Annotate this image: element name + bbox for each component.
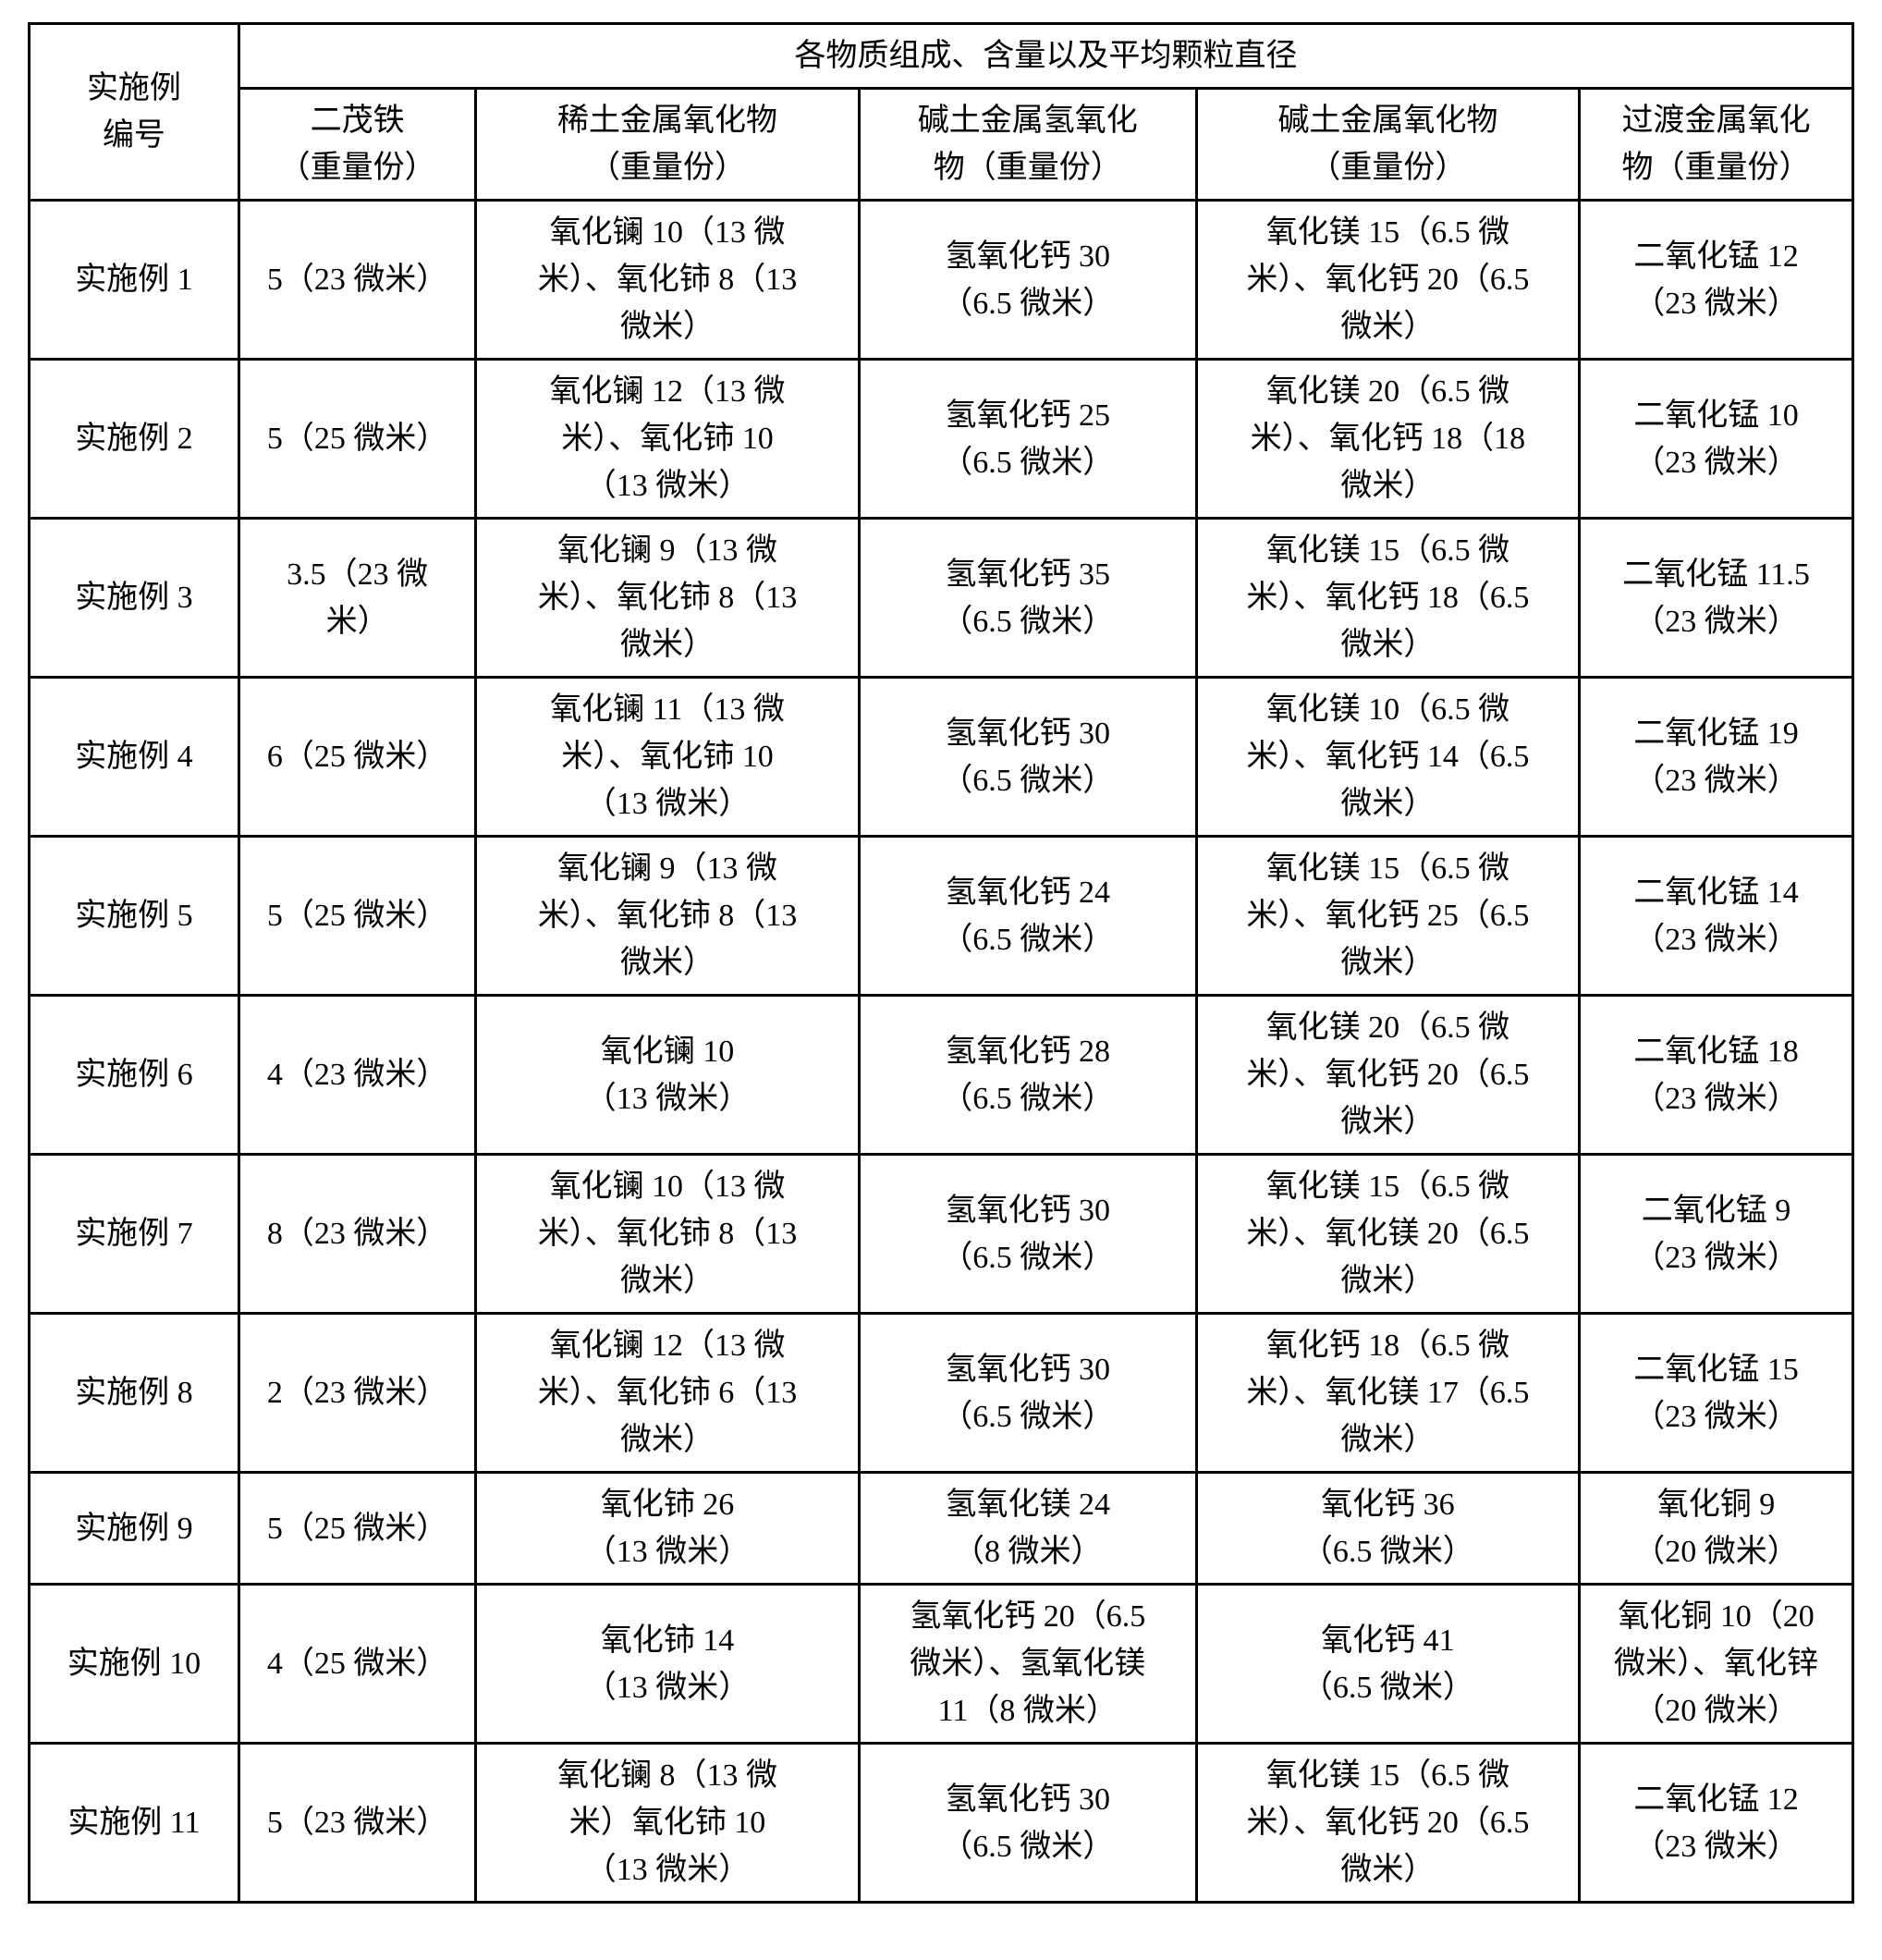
cell-transition-oxide: 二氧化锰 15（23 微米）: [1580, 1314, 1853, 1473]
table-row: 实施例 104（25 微米）氧化铈 14（13 微米）氢氧化钙 20（6.5微米…: [30, 1585, 1853, 1744]
cell-transition-oxide: 二氧化锰 12（23 微米）: [1580, 201, 1853, 360]
cell-alkaline-earth-oxide: 氧化镁 15（6.5 微米）、氧化镁 20（6.5微米）: [1196, 1155, 1579, 1314]
cell-alkaline-earth-oxide: 氧化钙 36（6.5 微米）: [1196, 1473, 1579, 1585]
cell-ferrocene: 3.5（23 微米）: [238, 519, 475, 678]
cell-rare-earth-oxide: 氧化镧 10（13 微米）: [476, 996, 859, 1155]
table-body: 实施例 15（23 微米）氧化镧 10（13 微米）、氧化铈 8（13微米）氢氧…: [30, 201, 1853, 1903]
cell-rare-earth-oxide: 氧化镧 10（13 微米）、氧化铈 8（13微米）: [476, 201, 859, 360]
cell-alkaline-hydroxide: 氢氧化钙 30（6.5 微米）: [859, 678, 1196, 837]
cell-ferrocene: 5（25 微米）: [238, 1473, 475, 1585]
cell-rare-earth-oxide: 氧化镧 12（13 微米）、氧化铈 10（13 微米）: [476, 360, 859, 519]
cell-ferrocene: 4（23 微米）: [238, 996, 475, 1155]
header-composition: 各物质组成、含量以及平均颗粒直径: [238, 24, 1852, 89]
cell-example-id: 实施例 4: [30, 678, 239, 837]
cell-alkaline-hydroxide: 氢氧化镁 24（8 微米）: [859, 1473, 1196, 1585]
table-row: 实施例 78（23 微米）氧化镧 10（13 微米）、氧化铈 8（13微米）氢氧…: [30, 1155, 1853, 1314]
cell-alkaline-earth-oxide: 氧化钙 18（6.5 微米）、氧化镁 17（6.5微米）: [1196, 1314, 1579, 1473]
table-row: 实施例 95（25 微米）氧化铈 26（13 微米）氢氧化镁 24（8 微米）氧…: [30, 1473, 1853, 1585]
header-row-2: 二茂铁（重量份） 稀土金属氧化物（重量份） 碱土金属氢氧化物（重量份） 碱土金属…: [30, 89, 1853, 201]
table-row: 实施例 33.5（23 微米）氧化镧 9（13 微米）、氧化铈 8（13微米）氢…: [30, 519, 1853, 678]
cell-alkaline-earth-oxide: 氧化镁 15（6.5 微米）、氧化钙 20（6.5微米）: [1196, 1744, 1579, 1903]
header-col-rare-earth-oxide: 稀土金属氧化物（重量份）: [476, 89, 859, 201]
cell-ferrocene: 4（25 微米）: [238, 1585, 475, 1744]
composition-table: 实施例编号 各物质组成、含量以及平均颗粒直径 二茂铁（重量份） 稀土金属氧化物（…: [28, 22, 1854, 1904]
cell-alkaline-earth-oxide: 氧化镁 10（6.5 微米）、氧化钙 14（6.5微米）: [1196, 678, 1579, 837]
cell-alkaline-earth-oxide: 氧化镁 15（6.5 微米）、氧化钙 20（6.5微米）: [1196, 201, 1579, 360]
cell-rare-earth-oxide: 氧化镧 8（13 微米）氧化铈 10（13 微米）: [476, 1744, 859, 1903]
cell-ferrocene: 5（23 微米）: [238, 201, 475, 360]
cell-transition-oxide: 二氧化锰 11.5（23 微米）: [1580, 519, 1853, 678]
header-row-1: 实施例编号 各物质组成、含量以及平均颗粒直径: [30, 24, 1853, 89]
cell-transition-oxide: 氧化铜 9（20 微米）: [1580, 1473, 1853, 1585]
cell-example-id: 实施例 1: [30, 201, 239, 360]
cell-transition-oxide: 二氧化锰 14（23 微米）: [1580, 837, 1853, 996]
cell-example-id: 实施例 8: [30, 1314, 239, 1473]
cell-example-id: 实施例 3: [30, 519, 239, 678]
cell-alkaline-hydroxide: 氢氧化钙 25（6.5 微米）: [859, 360, 1196, 519]
cell-alkaline-hydroxide: 氢氧化钙 30（6.5 微米）: [859, 1155, 1196, 1314]
cell-transition-oxide: 二氧化锰 12（23 微米）: [1580, 1744, 1853, 1903]
table-row: 实施例 55（25 微米）氧化镧 9（13 微米）、氧化铈 8（13微米）氢氧化…: [30, 837, 1853, 996]
table-row: 实施例 15（23 微米）氧化镧 10（13 微米）、氧化铈 8（13微米）氢氧…: [30, 201, 1853, 360]
cell-alkaline-hydroxide: 氢氧化钙 30（6.5 微米）: [859, 1744, 1196, 1903]
cell-rare-earth-oxide: 氧化镧 11（13 微米）、氧化铈 10（13 微米）: [476, 678, 859, 837]
cell-alkaline-earth-oxide: 氧化镁 20（6.5 微米）、氧化钙 18（18微米）: [1196, 360, 1579, 519]
cell-transition-oxide: 二氧化锰 19（23 微米）: [1580, 678, 1853, 837]
table-row: 实施例 64（23 微米）氧化镧 10（13 微米）氢氧化钙 28（6.5 微米…: [30, 996, 1853, 1155]
cell-transition-oxide: 二氧化锰 9（23 微米）: [1580, 1155, 1853, 1314]
cell-rare-earth-oxide: 氧化镧 9（13 微米）、氧化铈 8（13微米）: [476, 519, 859, 678]
cell-transition-oxide: 氧化铜 10（20微米）、氧化锌（20 微米）: [1580, 1585, 1853, 1744]
cell-transition-oxide: 二氧化锰 18（23 微米）: [1580, 996, 1853, 1155]
cell-alkaline-earth-oxide: 氧化镁 15（6.5 微米）、氧化钙 18（6.5微米）: [1196, 519, 1579, 678]
header-col-alkaline-hydroxide: 碱土金属氢氧化物（重量份）: [859, 89, 1196, 201]
cell-alkaline-hydroxide: 氢氧化钙 24（6.5 微米）: [859, 837, 1196, 996]
cell-example-id: 实施例 9: [30, 1473, 239, 1585]
cell-alkaline-hydroxide: 氢氧化钙 20（6.5微米）、氢氧化镁11（8 微米）: [859, 1585, 1196, 1744]
table-header: 实施例编号 各物质组成、含量以及平均颗粒直径 二茂铁（重量份） 稀土金属氧化物（…: [30, 24, 1853, 201]
table-row: 实施例 25（25 微米）氧化镧 12（13 微米）、氧化铈 10（13 微米）…: [30, 360, 1853, 519]
cell-alkaline-hydroxide: 氢氧化钙 28（6.5 微米）: [859, 996, 1196, 1155]
table-row: 实施例 115（23 微米）氧化镧 8（13 微米）氧化铈 10（13 微米）氢…: [30, 1744, 1853, 1903]
cell-ferrocene: 5（25 微米）: [238, 360, 475, 519]
cell-rare-earth-oxide: 氧化铈 26（13 微米）: [476, 1473, 859, 1585]
cell-alkaline-hydroxide: 氢氧化钙 30（6.5 微米）: [859, 1314, 1196, 1473]
table-row: 实施例 82（23 微米）氧化镧 12（13 微米）、氧化铈 6（13微米）氢氧…: [30, 1314, 1853, 1473]
cell-example-id: 实施例 10: [30, 1585, 239, 1744]
cell-transition-oxide: 二氧化锰 10（23 微米）: [1580, 360, 1853, 519]
header-col-ferrocene: 二茂铁（重量份）: [238, 89, 475, 201]
cell-alkaline-earth-oxide: 氧化镁 20（6.5 微米）、氧化钙 20（6.5微米）: [1196, 996, 1579, 1155]
cell-ferrocene: 5（25 微米）: [238, 837, 475, 996]
cell-example-id: 实施例 11: [30, 1744, 239, 1903]
cell-example-id: 实施例 2: [30, 360, 239, 519]
header-example-no: 实施例编号: [30, 24, 239, 201]
cell-example-id: 实施例 7: [30, 1155, 239, 1314]
cell-ferrocene: 2（23 微米）: [238, 1314, 475, 1473]
cell-alkaline-hydroxide: 氢氧化钙 30（6.5 微米）: [859, 201, 1196, 360]
cell-ferrocene: 6（25 微米）: [238, 678, 475, 837]
cell-rare-earth-oxide: 氧化镧 10（13 微米）、氧化铈 8（13微米）: [476, 1155, 859, 1314]
cell-rare-earth-oxide: 氧化铈 14（13 微米）: [476, 1585, 859, 1744]
cell-ferrocene: 5（23 微米）: [238, 1744, 475, 1903]
header-col-transition-oxide: 过渡金属氧化物（重量份）: [1580, 89, 1853, 201]
cell-alkaline-hydroxide: 氢氧化钙 35（6.5 微米）: [859, 519, 1196, 678]
cell-rare-earth-oxide: 氧化镧 12（13 微米）、氧化铈 6（13微米）: [476, 1314, 859, 1473]
cell-example-id: 实施例 6: [30, 996, 239, 1155]
cell-example-id: 实施例 5: [30, 837, 239, 996]
cell-alkaline-earth-oxide: 氧化钙 41（6.5 微米）: [1196, 1585, 1579, 1744]
cell-rare-earth-oxide: 氧化镧 9（13 微米）、氧化铈 8（13微米）: [476, 837, 859, 996]
cell-ferrocene: 8（23 微米）: [238, 1155, 475, 1314]
table-row: 实施例 46（25 微米）氧化镧 11（13 微米）、氧化铈 10（13 微米）…: [30, 678, 1853, 837]
cell-alkaline-earth-oxide: 氧化镁 15（6.5 微米）、氧化钙 25（6.5微米）: [1196, 837, 1579, 996]
header-col-alkaline-earth-oxide: 碱土金属氧化物（重量份）: [1196, 89, 1579, 201]
